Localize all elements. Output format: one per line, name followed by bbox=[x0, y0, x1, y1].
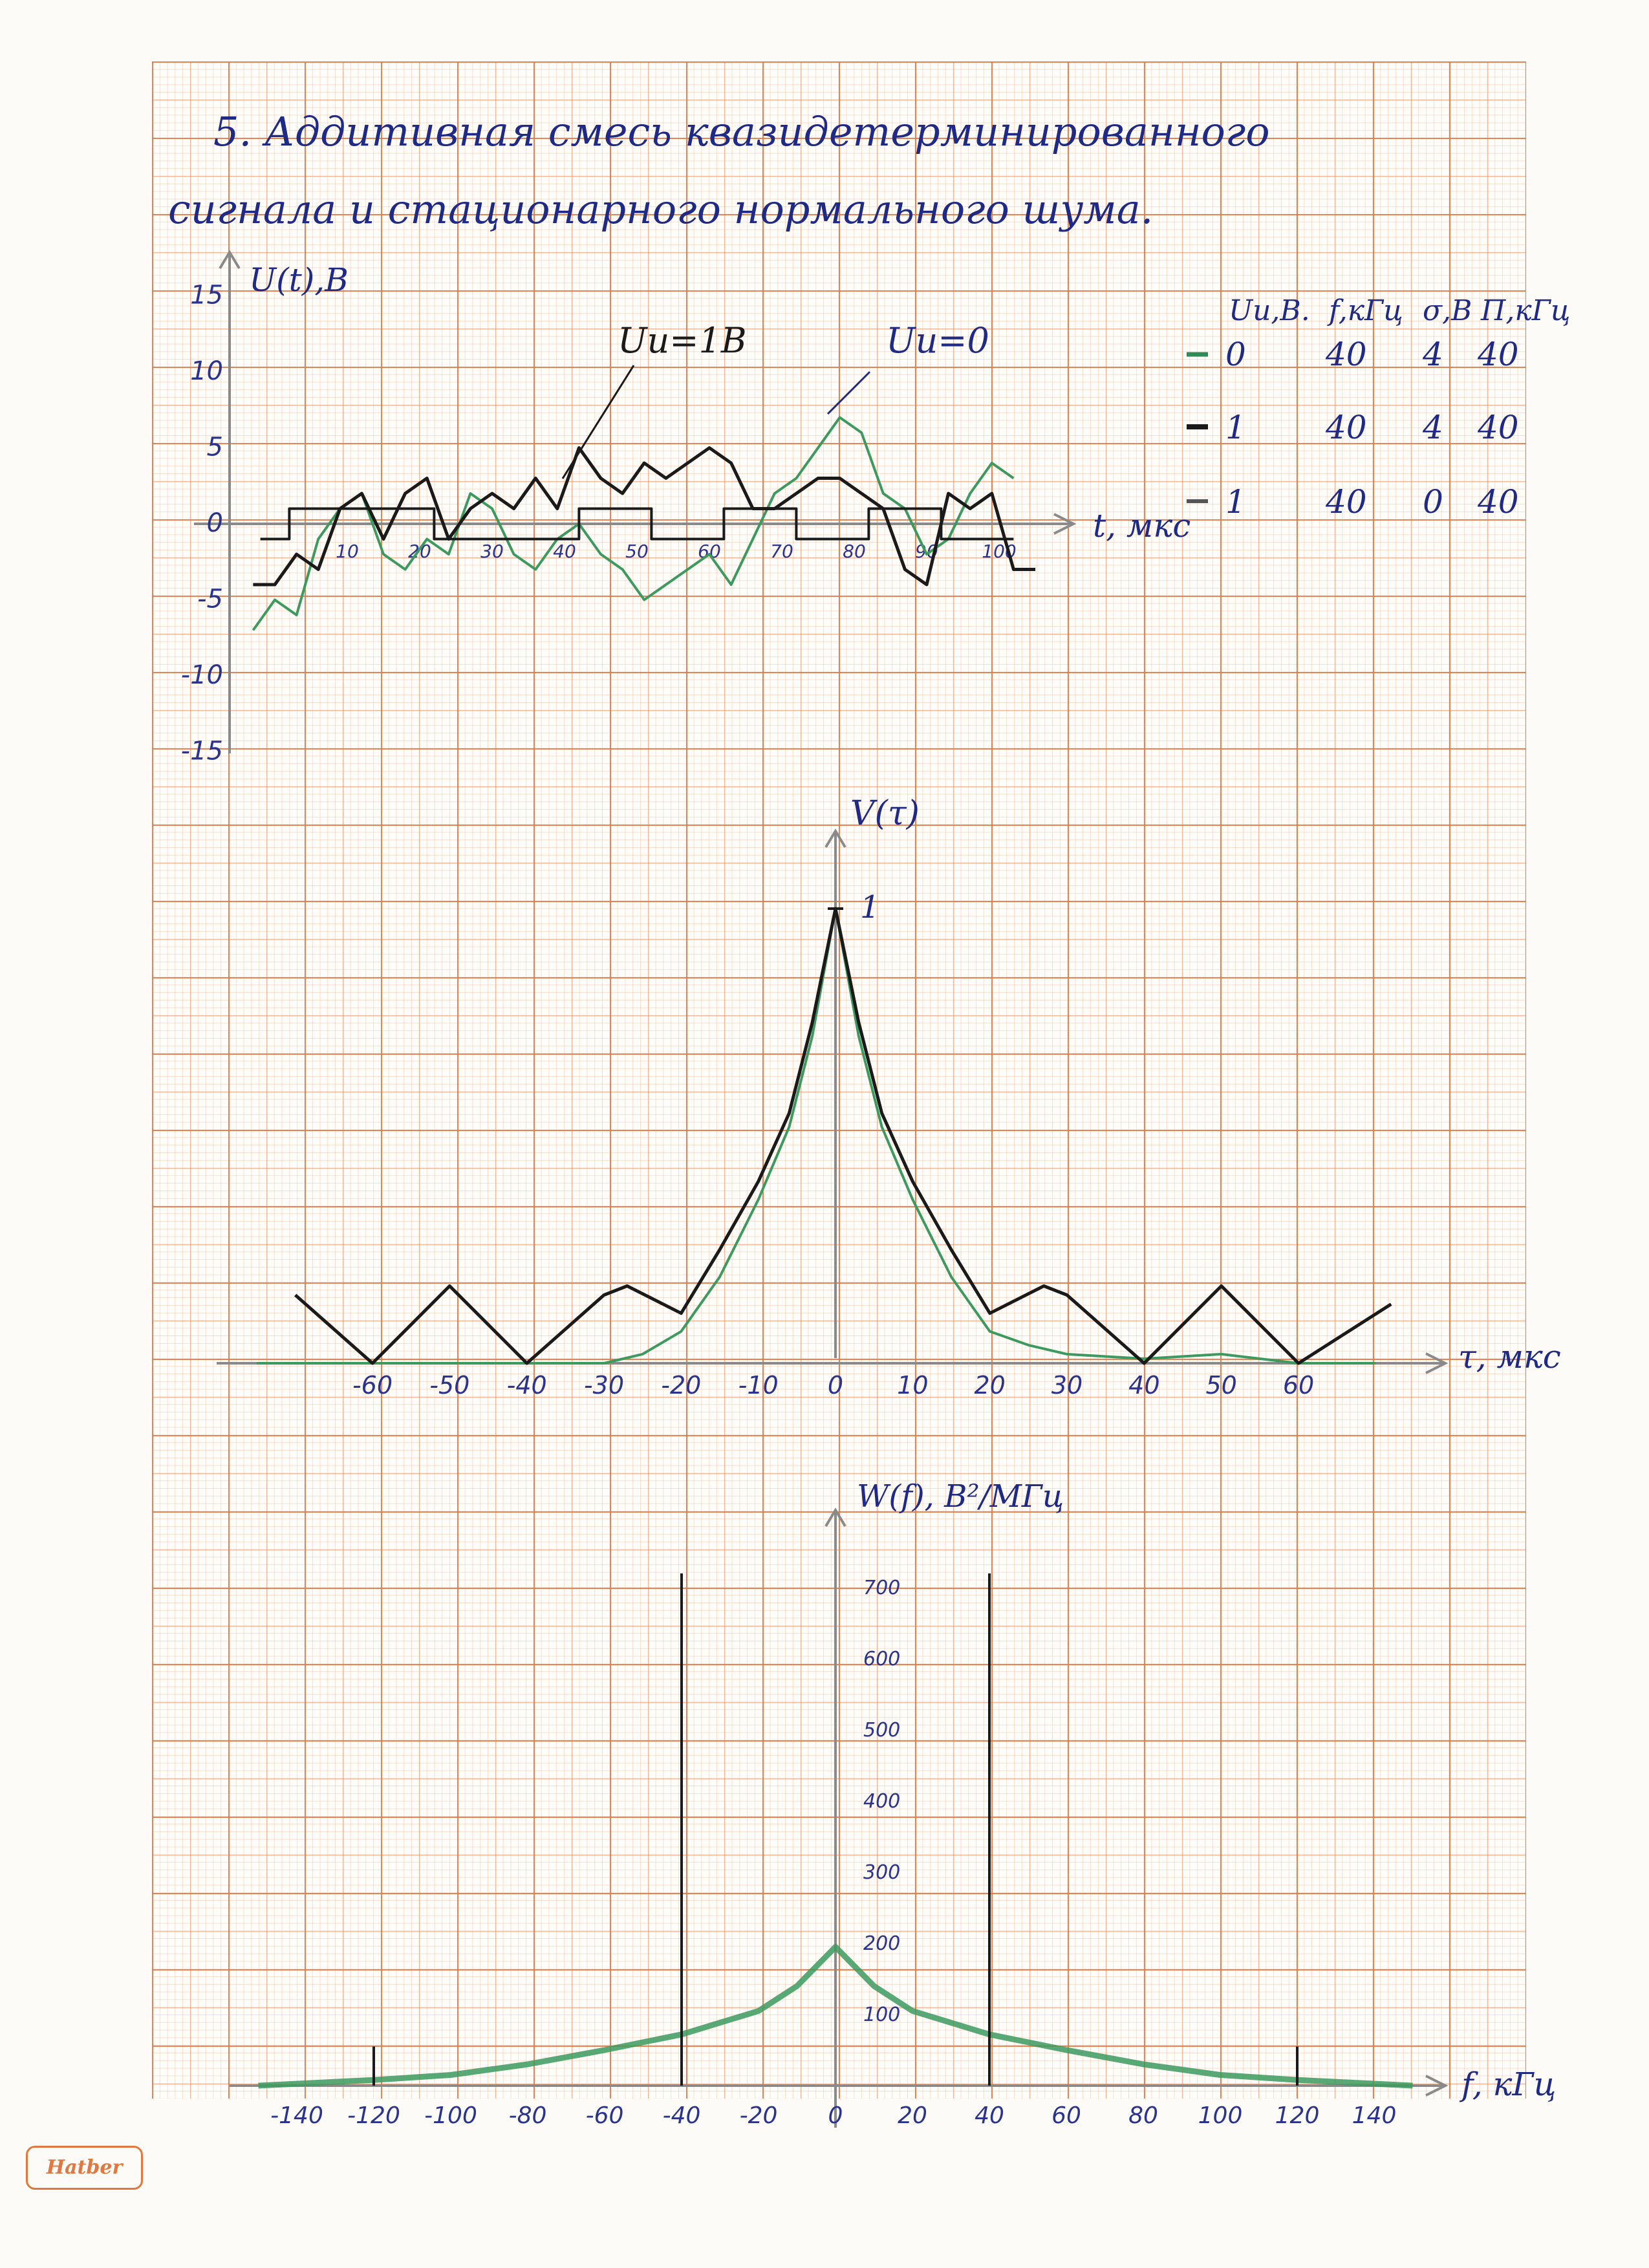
chart3-y-tick-label: 700 bbox=[863, 1577, 900, 1599]
chart3-x-tick-label: 60 bbox=[1051, 2102, 1081, 2129]
chart2-x-tick-label: 0 bbox=[828, 1371, 843, 1399]
chart3-x-tick-label: 120 bbox=[1275, 2102, 1320, 2129]
legend-header-frequency: f,кГц bbox=[1327, 294, 1403, 327]
chart1-y-tick-label: -15 bbox=[181, 737, 223, 766]
chart2-x-tick-label: -30 bbox=[584, 1371, 624, 1399]
legend-row3-frequency: 40 bbox=[1325, 483, 1367, 521]
chart2-x-tick-label: 40 bbox=[1128, 1371, 1159, 1399]
chart3-x-tick-label: 0 bbox=[828, 2102, 843, 2129]
annotation-u1: Uи=1В bbox=[618, 320, 747, 361]
chart3-x-tick-label: -140 bbox=[270, 2102, 323, 2129]
chart3-y-tick-label: 200 bbox=[863, 1932, 900, 1955]
chart2-x-tick-label: 10 bbox=[897, 1371, 928, 1399]
chart3-x-tick-label: 80 bbox=[1128, 2102, 1158, 2129]
chart3-x-tick-label: 20 bbox=[898, 2102, 927, 2129]
legend-header-amplitude: Uи,В. bbox=[1229, 294, 1310, 327]
chart2-y-tick-label: 1 bbox=[860, 889, 880, 925]
legend-header-sigma: σ,В bbox=[1423, 294, 1472, 327]
legend-row2-frequency: 40 bbox=[1325, 409, 1367, 446]
chart1-x-tick-label: 30 bbox=[480, 541, 504, 562]
spectrum-chart: W(f), В²/МГц f, кГц 70060050040030020010… bbox=[230, 1478, 1556, 2129]
chart3-x-tick-label: -120 bbox=[347, 2102, 400, 2129]
chart2-x-tick-label: -60 bbox=[352, 1371, 393, 1399]
legend-row2-sigma: 4 bbox=[1422, 409, 1443, 446]
chart2-x-tick-label: -50 bbox=[429, 1371, 469, 1399]
legend-row1-bandwidth: 40 bbox=[1477, 336, 1519, 373]
chart2-x-tick-label: -40 bbox=[507, 1371, 547, 1399]
chart2-x-label: τ, мкс bbox=[1458, 1338, 1561, 1376]
chart3-y-tick-label: 500 bbox=[863, 1719, 900, 1742]
chart1-y-tick-label: 0 bbox=[207, 508, 223, 538]
chart1-y-tick-label: 10 bbox=[190, 356, 223, 386]
chart1-y-tick-label: 5 bbox=[207, 433, 223, 462]
legend-row2-bandwidth: 40 bbox=[1477, 409, 1519, 446]
chart2-series-green bbox=[257, 909, 1375, 1363]
chart1-y-label: U(t),В bbox=[249, 261, 349, 299]
chart3-x-tick-label: -20 bbox=[740, 2102, 778, 2129]
legend-row3-sigma: 0 bbox=[1423, 483, 1443, 521]
chart3-y-tick-label: 300 bbox=[863, 1861, 900, 1884]
annotation-u0-leader bbox=[828, 372, 870, 414]
chart2-series-black bbox=[296, 909, 1392, 1363]
chart3-x-tick-label: -80 bbox=[509, 2102, 547, 2129]
chart3-x-tick-label: -60 bbox=[586, 2102, 624, 2129]
chart1-x-tick-label: 80 bbox=[843, 541, 866, 562]
chart2-x-tick-label: 60 bbox=[1283, 1371, 1314, 1399]
chart2-x-tick-label: 20 bbox=[974, 1371, 1005, 1399]
chart1-y-tick-label: -5 bbox=[197, 585, 223, 614]
chart3-y-tick-label: 600 bbox=[863, 1648, 900, 1670]
chart1-y-tick-label: 15 bbox=[190, 281, 223, 310]
legend-row2-amplitude: 1 bbox=[1225, 409, 1246, 446]
chart1-x-tick-label: 70 bbox=[770, 541, 793, 562]
chart3-y-label: W(f), В²/МГц bbox=[857, 1478, 1064, 1515]
chart3-x-tick-label: -40 bbox=[663, 2102, 701, 2129]
legend-header-bandwidth: П,кГц bbox=[1480, 294, 1570, 327]
chart3-y-tick-label: 100 bbox=[863, 2003, 900, 2026]
chart3-x-tick-label: 100 bbox=[1198, 2102, 1243, 2129]
annotation-u1-leader bbox=[563, 365, 634, 479]
annotation-u0: Uи=0 bbox=[886, 320, 989, 361]
legend: Uи,В. f,кГц σ,В П,кГц 0 40 4 40 1 40 4 4… bbox=[1187, 294, 1570, 521]
chart2-x-tick-label: 30 bbox=[1051, 1371, 1083, 1399]
correlation-chart: V(τ) τ, мкс 1 -60 -50 -40 -30 -20 -10 0 10 20 30 4… bbox=[217, 794, 1561, 1399]
chart3-y-tick-label: 400 bbox=[863, 1790, 900, 1813]
chart3-x-tick-label: -100 bbox=[424, 2102, 477, 2129]
chart2-x-tick-label: 50 bbox=[1205, 1371, 1236, 1399]
chart1-y-tick-label: -10 bbox=[181, 660, 223, 690]
legend-row1-amplitude: 0 bbox=[1225, 336, 1246, 373]
chart2-x-tick-label: -10 bbox=[738, 1371, 779, 1399]
chart1-x-tick-label: 10 bbox=[336, 541, 359, 562]
chart2-y-label: V(τ) bbox=[850, 794, 920, 833]
chart1-x-label: t, мкс bbox=[1093, 507, 1191, 545]
chart1-x-tick-label: 40 bbox=[553, 541, 576, 562]
chart2-x-tick-label: -20 bbox=[661, 1371, 701, 1399]
chart3-x-tick-label: 40 bbox=[975, 2102, 1004, 2129]
chart3-x-label: f, кГц bbox=[1459, 2066, 1556, 2103]
chart1-x-tick-label: 50 bbox=[625, 541, 649, 562]
legend-row1-sigma: 4 bbox=[1422, 336, 1443, 373]
legend-row3-bandwidth: 40 bbox=[1477, 483, 1519, 521]
legend-row1-frequency: 40 bbox=[1325, 336, 1367, 373]
page-title-line2: сигнала и стационарного нормального шума… bbox=[168, 186, 1153, 233]
page-title-line1: 5. Аддитивная смесь квазидетерминированн… bbox=[213, 108, 1270, 155]
chart3-x-tick-label: 140 bbox=[1352, 2102, 1397, 2129]
legend-row3-amplitude: 1 bbox=[1225, 483, 1246, 521]
